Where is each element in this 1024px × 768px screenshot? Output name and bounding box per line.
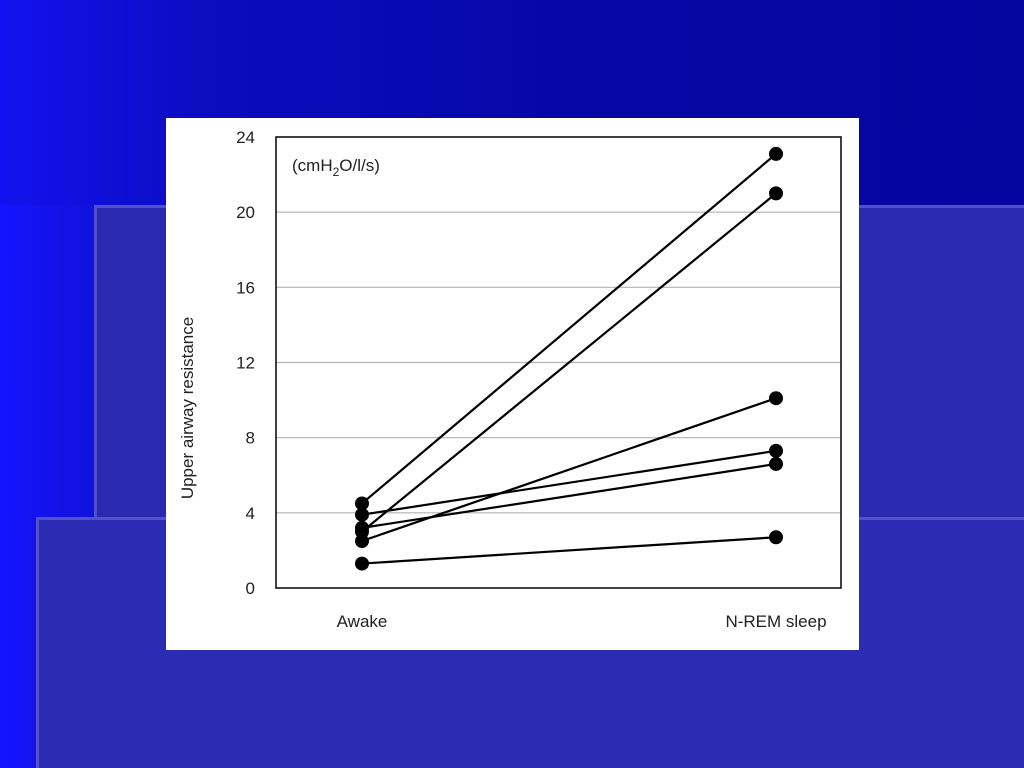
x-tick-labels: Awake N-REM sleep — [337, 612, 827, 631]
series-lines — [361, 153, 777, 565]
x-tick-label: Awake — [337, 612, 388, 631]
x-tick-label: N-REM sleep — [725, 612, 826, 631]
data-point — [355, 534, 369, 549]
y-tick-labels: 0 4 8 12 16 20 24 — [236, 128, 255, 598]
y-tick-label: 0 — [246, 579, 255, 598]
chart-card: 0 4 8 12 16 20 24 Awake N-REM sleep (cmH2O/l/s)… — [166, 118, 859, 650]
y-tick-label: 20 — [236, 203, 255, 222]
series-line — [361, 449, 777, 516]
data-point — [769, 530, 783, 545]
data-point — [769, 146, 783, 161]
unit-label: (cmH2O/l/s) — [292, 156, 380, 179]
data-point — [355, 520, 369, 535]
plot-frame — [275, 136, 842, 589]
series-line — [361, 153, 777, 505]
data-point — [355, 496, 369, 511]
y-tick-label: 8 — [246, 429, 255, 448]
series-line — [361, 536, 777, 565]
data-point — [769, 456, 783, 471]
y-tick-label: 12 — [236, 354, 255, 373]
data-point — [769, 391, 783, 406]
y-tick-label: 4 — [246, 504, 255, 523]
data-point — [355, 507, 369, 522]
axes — [275, 136, 842, 589]
y-tick-label: 24 — [236, 128, 255, 147]
grid-lines — [276, 211, 841, 514]
series-line — [361, 462, 777, 529]
series-line — [361, 192, 777, 533]
line-chart: 0 4 8 12 16 20 24 Awake N-REM sleep (cmH2O/l/s)… — [178, 128, 842, 631]
data-points — [355, 146, 783, 571]
series-line — [361, 397, 777, 543]
y-tick-label: 16 — [236, 278, 255, 297]
data-point — [769, 443, 783, 458]
data-point — [355, 556, 369, 571]
y-axis-title: Upper airway resistance — [178, 317, 197, 499]
data-point — [769, 186, 783, 201]
